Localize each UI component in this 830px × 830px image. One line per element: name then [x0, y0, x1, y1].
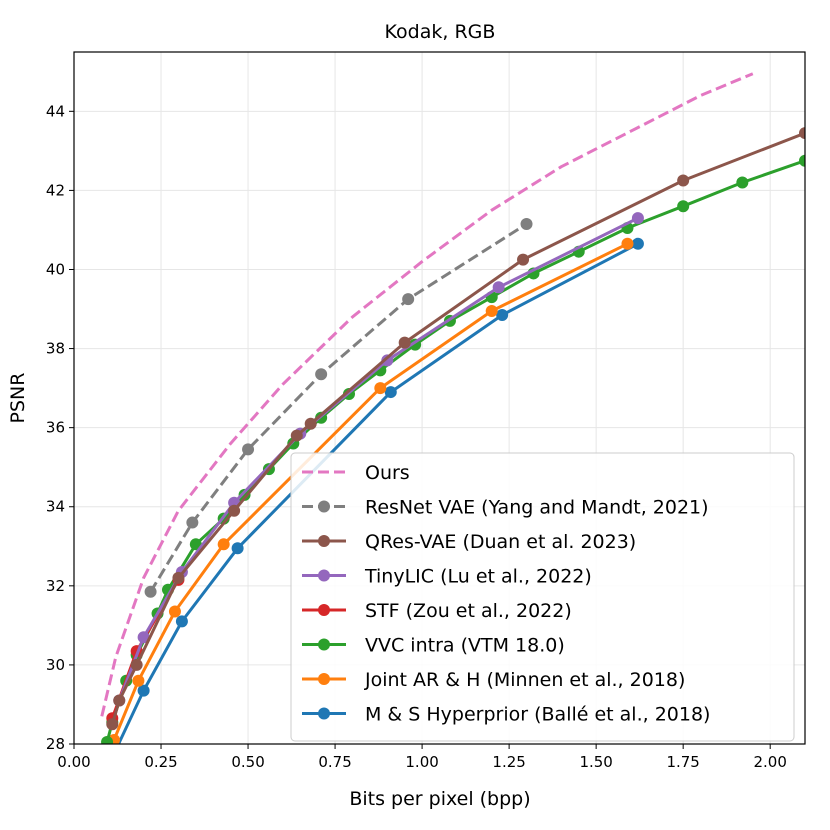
data-point: [677, 174, 690, 187]
data-point: [137, 631, 150, 644]
legend-label: M & S Hyperprior (Ballé et al., 2018): [365, 704, 710, 726]
legend-label: VVC intra (VTM 18.0): [365, 635, 565, 657]
x-tick-label: 2.00: [753, 753, 786, 771]
legend-entry-ours: Ours: [302, 462, 410, 484]
data-point: [381, 354, 394, 367]
y-axis-label: PSNR: [7, 373, 29, 424]
data-point: [304, 417, 317, 430]
y-tick-label: 44: [46, 102, 65, 120]
legend-marker: [318, 500, 330, 513]
series-joint-ar-h-minnen-et-al-2018: [108, 237, 634, 744]
series-layer: [100, 72, 805, 744]
x-tick-label: 1.50: [579, 753, 612, 771]
data-point: [402, 293, 415, 306]
legend-marker: [318, 673, 330, 685]
legend-entry-m-s-hyperprior-ball-et-al-2018: M & S Hyperprior (Ballé et al., 2018): [302, 704, 710, 726]
legend-marker: [318, 604, 330, 616]
data-point: [485, 305, 498, 318]
data-point: [631, 212, 644, 225]
x-tick-label: 0.00: [57, 753, 90, 771]
data-point: [130, 658, 143, 671]
legend-marker: [318, 535, 330, 547]
x-tick-label: 1.75: [666, 753, 699, 771]
axis-ticks: 0.00 0.25 0.50 0.75 1.00 1.25 1.50 1.75 2.00 28 30…: [46, 102, 787, 771]
data-point: [621, 237, 634, 250]
data-point: [168, 605, 181, 618]
y-tick-label: 28: [46, 735, 65, 753]
data-point: [231, 542, 244, 555]
legend-entry-vvc-intra-vtm-18-0: VVC intra (VTM 18.0): [302, 635, 565, 657]
data-point: [132, 674, 145, 687]
plot-frame: [73, 51, 806, 745]
data-point: [799, 154, 805, 167]
data-point: [106, 718, 119, 731]
data-point: [186, 516, 199, 529]
data-point: [114, 743, 117, 744]
legend-entry-stf-zou-et-al-2022: STF (Zou et al., 2022): [302, 600, 572, 622]
data-point: [517, 253, 530, 266]
x-tick-label: 1.25: [492, 753, 525, 771]
data-point: [101, 736, 114, 744]
legend-label: ResNet VAE (Yang and Mandt, 2021): [365, 497, 709, 519]
y-tick-label: 42: [46, 181, 65, 199]
x-tick-label: 0.25: [144, 753, 177, 771]
legend-marker: [318, 569, 330, 582]
data-point: [228, 504, 241, 517]
data-point: [496, 308, 509, 321]
x-axis-label: Bits per pixel (bpp): [349, 788, 530, 810]
legend-label: QRes-VAE (Duan et al. 2023): [365, 531, 636, 553]
data-point: [238, 488, 251, 501]
data-point: [799, 127, 805, 140]
data-point: [144, 585, 157, 598]
data-point: [217, 538, 230, 551]
series-ours: [100, 72, 754, 717]
legend-entry-tinylic-lu-et-al-2022: TinyLIC (Lu et al., 2022): [302, 566, 592, 588]
legend-label: STF (Zou et al., 2022): [365, 600, 572, 622]
data-point: [175, 615, 188, 628]
data-point: [315, 368, 328, 381]
y-tick-label: 32: [46, 577, 65, 595]
data-point: [384, 386, 397, 399]
y-tick-label: 38: [46, 340, 65, 358]
data-point: [492, 281, 505, 294]
legend-marker: [318, 707, 330, 720]
series-qres-vae-duan-et-al-2023: [106, 127, 805, 731]
legend-entry-resnet-vae-yang-and-mandt-2021: ResNet VAE (Yang and Mandt, 2021): [302, 497, 709, 519]
legend-label: Joint AR & H (Minnen et al., 2018): [364, 669, 685, 691]
data-point: [242, 443, 255, 456]
chart-title: Kodak, RGB: [385, 21, 496, 43]
y-tick-label: 36: [46, 419, 65, 437]
series-line: [117, 216, 640, 702]
legend-entry-qres-vae-duan-et-al-2023: QRes-VAE (Duan et al. 2023): [302, 531, 636, 553]
series-tinylic-lu-et-al-2022: [113, 212, 644, 707]
x-tick-label: 0.75: [318, 753, 351, 771]
series-resnet-vae-yang-and-mandt-2021: [144, 218, 533, 598]
series-line: [149, 222, 528, 593]
data-point: [520, 218, 533, 231]
data-point: [113, 694, 126, 707]
x-tick-label: 0.50: [231, 753, 264, 771]
data-point: [374, 382, 387, 395]
legend-marker: [318, 638, 330, 651]
series-line: [100, 72, 754, 717]
legend-box: [290, 452, 795, 742]
data-point: [290, 429, 303, 442]
data-point: [736, 176, 749, 189]
data-point: [172, 571, 185, 584]
data-point: [631, 237, 644, 250]
legend-label: TinyLIC (Lu et al., 2022): [364, 566, 592, 588]
legend-entry-joint-ar-h-minnen-et-al-2018: Joint AR & H (Minnen et al., 2018): [302, 669, 685, 691]
y-tick-label: 40: [46, 260, 65, 278]
y-tick-label: 30: [46, 656, 65, 674]
legend-label: Ours: [365, 462, 410, 484]
data-point: [677, 200, 690, 213]
data-point: [137, 684, 150, 697]
y-tick-label: 34: [46, 498, 65, 516]
x-tick-label: 1.00: [405, 753, 438, 771]
series-m-s-hyperprior-ball-et-al-2018: [114, 237, 644, 744]
data-point: [398, 336, 411, 349]
legend: Ours ResNet VAE (Yang and Mandt, 2021) QRe…: [290, 452, 795, 742]
